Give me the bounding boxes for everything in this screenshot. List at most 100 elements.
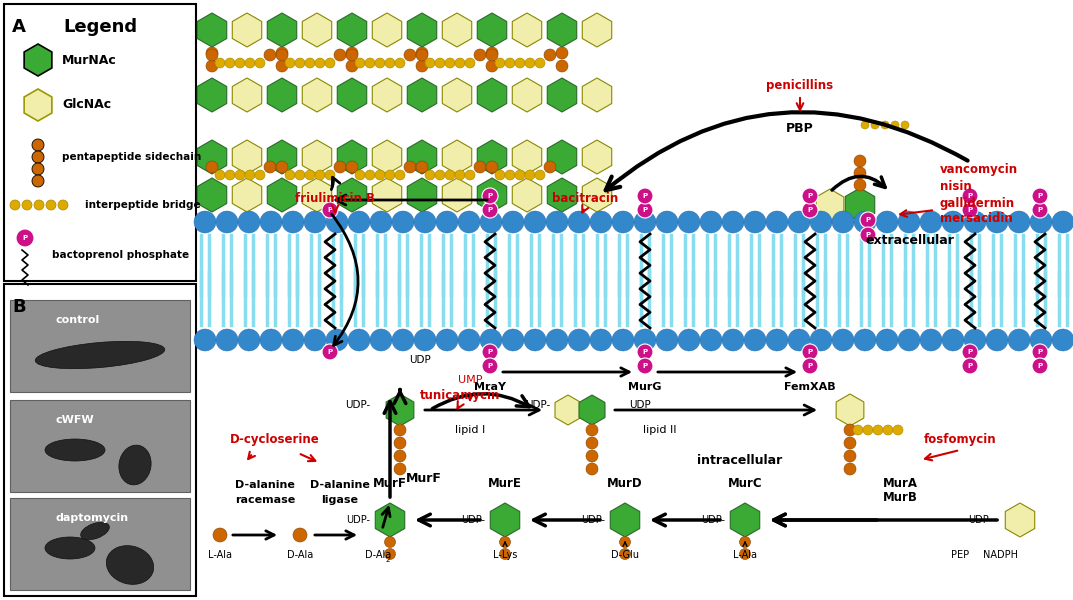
Polygon shape: [197, 13, 226, 47]
Polygon shape: [303, 140, 332, 174]
Circle shape: [495, 58, 505, 68]
Circle shape: [32, 163, 44, 175]
Circle shape: [920, 329, 942, 351]
Circle shape: [942, 211, 964, 233]
Polygon shape: [583, 178, 612, 212]
Text: P: P: [327, 207, 333, 213]
Circle shape: [348, 211, 370, 233]
Polygon shape: [337, 140, 367, 174]
Circle shape: [788, 211, 810, 233]
Circle shape: [315, 170, 325, 180]
Circle shape: [293, 528, 307, 542]
Circle shape: [282, 211, 304, 233]
Circle shape: [34, 200, 44, 210]
Text: PBP: PBP: [787, 121, 814, 134]
Polygon shape: [512, 178, 542, 212]
Text: UDP-: UDP-: [346, 515, 370, 525]
Text: P: P: [808, 349, 812, 355]
Circle shape: [844, 437, 856, 449]
Circle shape: [546, 211, 568, 233]
Circle shape: [964, 211, 986, 233]
Circle shape: [295, 58, 305, 68]
Text: 2: 2: [386, 557, 391, 563]
Circle shape: [1008, 211, 1030, 233]
Circle shape: [901, 121, 909, 129]
Text: lipid I: lipid I: [455, 425, 485, 435]
Circle shape: [238, 329, 260, 351]
Polygon shape: [267, 13, 297, 47]
Text: UDP-: UDP-: [461, 515, 485, 525]
Circle shape: [285, 58, 295, 68]
Text: P: P: [487, 349, 493, 355]
Circle shape: [32, 151, 44, 163]
Text: L-Ala: L-Ala: [733, 550, 756, 560]
Circle shape: [942, 329, 964, 351]
Ellipse shape: [80, 522, 109, 540]
Circle shape: [304, 211, 326, 233]
Circle shape: [425, 170, 435, 180]
Polygon shape: [372, 140, 401, 174]
Text: vancomycin: vancomycin: [940, 163, 1018, 176]
Text: P: P: [808, 207, 812, 213]
Circle shape: [32, 139, 44, 151]
Circle shape: [1052, 211, 1073, 233]
Circle shape: [802, 202, 818, 218]
Circle shape: [986, 329, 1008, 351]
Circle shape: [556, 47, 568, 59]
Text: D-Glu: D-Glu: [611, 550, 640, 560]
Text: nisin: nisin: [940, 181, 972, 193]
Text: P: P: [866, 232, 870, 238]
Circle shape: [859, 227, 876, 243]
Text: MurD: MurD: [607, 477, 643, 490]
Circle shape: [962, 188, 978, 204]
Circle shape: [486, 49, 498, 61]
Polygon shape: [442, 13, 472, 47]
Text: bacitracin: bacitracin: [552, 191, 618, 205]
Circle shape: [962, 358, 978, 374]
Circle shape: [891, 121, 899, 129]
Polygon shape: [267, 140, 297, 174]
Text: P: P: [643, 363, 648, 369]
Circle shape: [486, 60, 498, 72]
Polygon shape: [583, 78, 612, 112]
Text: intracellular: intracellular: [697, 454, 782, 467]
Circle shape: [634, 329, 656, 351]
Circle shape: [255, 170, 265, 180]
Circle shape: [854, 211, 876, 233]
Circle shape: [586, 463, 598, 475]
Circle shape: [586, 424, 598, 436]
Circle shape: [215, 58, 225, 68]
Circle shape: [844, 450, 856, 462]
Circle shape: [883, 425, 893, 435]
Text: penicillins: penicillins: [766, 79, 834, 91]
Text: MurE: MurE: [488, 477, 521, 490]
Polygon shape: [303, 178, 332, 212]
Circle shape: [326, 329, 348, 351]
Polygon shape: [408, 140, 437, 174]
Polygon shape: [836, 394, 864, 426]
Polygon shape: [386, 394, 414, 426]
Text: tunicamycin: tunicamycin: [420, 389, 500, 401]
Circle shape: [678, 211, 700, 233]
Circle shape: [206, 161, 218, 173]
Circle shape: [505, 58, 515, 68]
Circle shape: [355, 170, 365, 180]
Circle shape: [414, 329, 436, 351]
Circle shape: [435, 58, 445, 68]
Circle shape: [384, 548, 396, 559]
Circle shape: [16, 229, 34, 247]
Circle shape: [1008, 329, 1030, 351]
Circle shape: [346, 161, 358, 173]
Circle shape: [260, 329, 282, 351]
Circle shape: [416, 161, 428, 173]
Polygon shape: [547, 13, 576, 47]
Text: L-Lys: L-Lys: [493, 550, 517, 560]
Text: P: P: [1038, 363, 1043, 369]
Circle shape: [802, 358, 818, 374]
Circle shape: [482, 188, 498, 204]
Circle shape: [348, 329, 370, 351]
Text: gallidermin: gallidermin: [940, 196, 1015, 209]
Polygon shape: [372, 78, 401, 112]
Circle shape: [395, 170, 405, 180]
Text: P: P: [487, 207, 493, 213]
